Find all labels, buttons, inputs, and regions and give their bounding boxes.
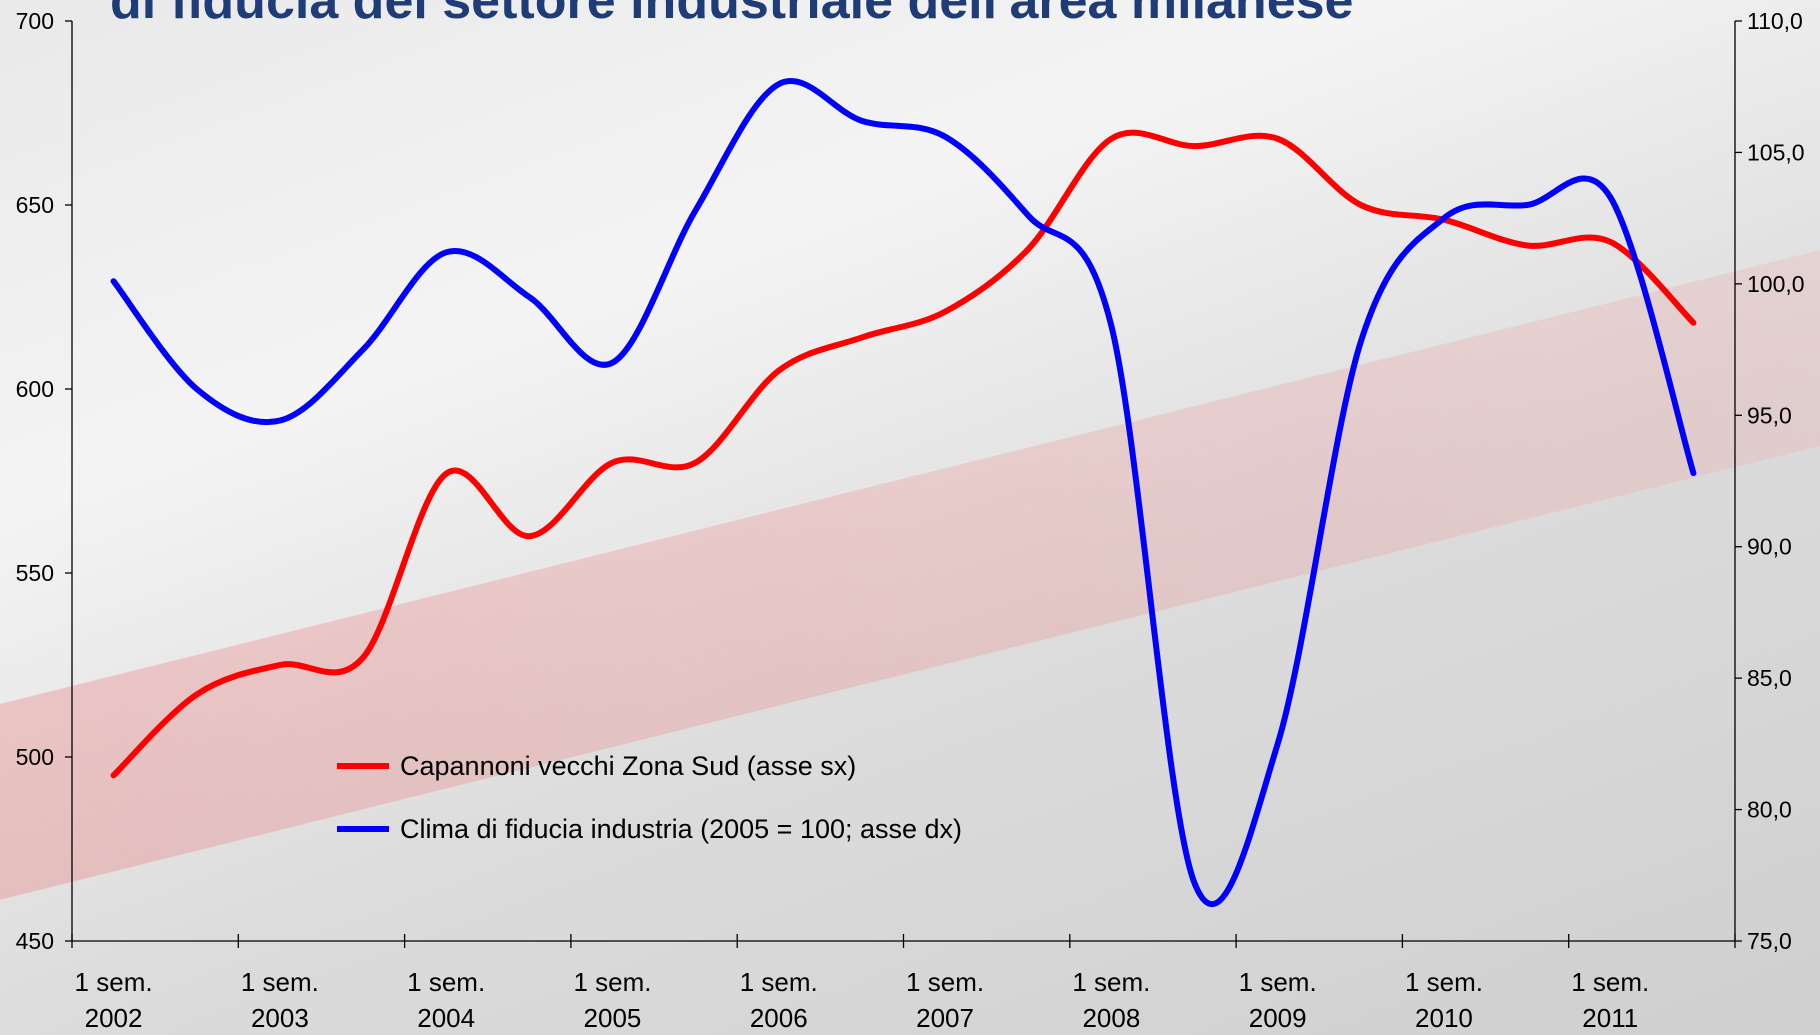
y2-tick-label: 75,0 xyxy=(1747,928,1792,954)
y2-tick-label: 80,0 xyxy=(1747,797,1792,823)
legend-label: Clima di fiducia industria (2005 = 100; … xyxy=(400,814,962,844)
chart-title: di fiducia del settore industriale dell'… xyxy=(110,0,1353,30)
y2-tick-label: 90,0 xyxy=(1747,534,1792,560)
x-tick-label: 1 sem. 2006 xyxy=(731,964,827,1035)
x-tick-label: 1 sem. 2009 xyxy=(1230,964,1326,1035)
y-tick-label: 700 xyxy=(16,8,54,34)
y-tick-label: 600 xyxy=(16,376,54,402)
y2-tick-label: 100,0 xyxy=(1747,271,1805,297)
x-tick-label: 1 sem. 2011 xyxy=(1562,964,1658,1035)
x-tick-label: 1 sem. 2005 xyxy=(564,964,660,1035)
y2-tick-label: 95,0 xyxy=(1747,402,1792,428)
legend-label: Capannoni vecchi Zona Sud (asse sx) xyxy=(400,751,856,781)
y-tick-label: 500 xyxy=(16,744,54,770)
line-series xyxy=(114,81,1694,904)
y-tick-label: 550 xyxy=(16,560,54,586)
x-tick-label: 1 sem. 2010 xyxy=(1396,964,1492,1035)
x-tick-label: 1 sem. 2008 xyxy=(1063,964,1159,1035)
x-tick-label: 1 sem. 2003 xyxy=(232,964,328,1035)
y2-tick-label: 85,0 xyxy=(1747,665,1792,691)
line-series xyxy=(114,133,1694,776)
y-tick-label: 650 xyxy=(16,192,54,218)
y2-tick-label: 105,0 xyxy=(1747,139,1805,165)
x-tick-label: 1 sem. 2002 xyxy=(66,964,162,1035)
x-tick-label: 1 sem. 2007 xyxy=(897,964,993,1035)
chart: di fiducia del settore industriale dell'… xyxy=(0,0,1820,1035)
y-tick-label: 450 xyxy=(16,928,54,954)
x-tick-label: 1 sem. 2004 xyxy=(398,964,494,1035)
page: di fiducia del settore industriale dell'… xyxy=(0,0,1820,1035)
y2-tick-label: 110,0 xyxy=(1747,8,1803,34)
